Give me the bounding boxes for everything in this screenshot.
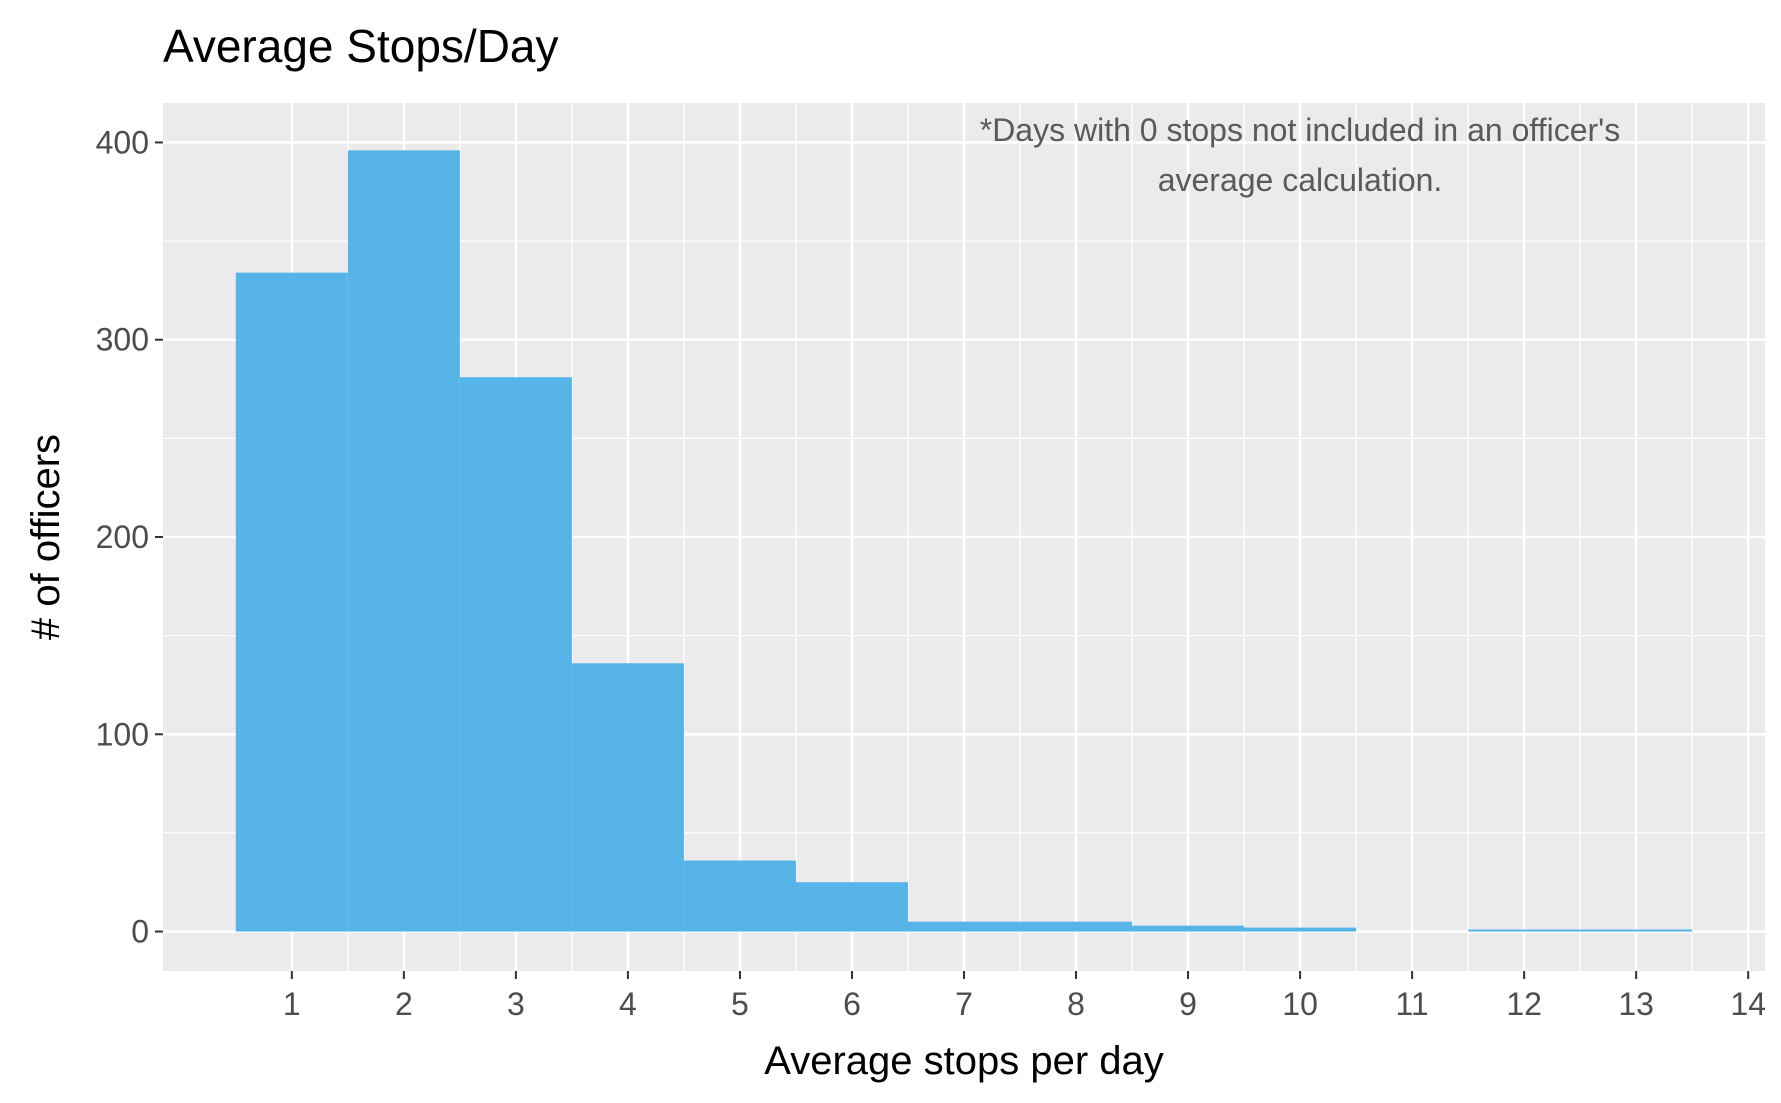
x-axis-title: Average stops per day [764, 1039, 1164, 1083]
histogram-bar [571, 663, 684, 932]
x-tick-label: 4 [619, 986, 637, 1022]
x-tick-label: 10 [1282, 986, 1318, 1022]
x-tick-label: 13 [1618, 986, 1654, 1022]
x-tick-label: 3 [507, 986, 525, 1022]
histogram-bar [1580, 929, 1693, 932]
x-tick-label: 2 [395, 986, 413, 1022]
histogram-bar [1244, 927, 1357, 932]
histogram-bar [795, 882, 908, 932]
x-tick-label: 14 [1730, 986, 1766, 1022]
histogram-bar [907, 921, 1021, 932]
histogram-bar [1020, 921, 1133, 932]
x-tick-label: 8 [1067, 986, 1085, 1022]
x-tick-label: 5 [731, 986, 749, 1022]
histogram-bars [235, 150, 1693, 932]
y-tick-label: 100 [96, 716, 149, 752]
annotation-line-1: *Days with 0 stops not included in an of… [980, 112, 1621, 148]
x-tick-label: 1 [283, 986, 301, 1022]
x-axis: 1 2 3 4 5 6 7 8 9 10 11 12 13 14 [283, 971, 1766, 1022]
y-tick-label: 200 [96, 519, 149, 555]
histogram-bar [1468, 929, 1581, 932]
annotation-line-2: average calculation. [1158, 162, 1443, 198]
histogram-bar [235, 272, 348, 932]
y-tick-label: 400 [96, 124, 149, 160]
x-tick-label: 11 [1396, 986, 1429, 1022]
y-tick-label: 300 [96, 322, 149, 358]
y-tick-label: 0 [131, 914, 149, 950]
x-tick-label: 12 [1506, 986, 1542, 1022]
histogram-bar [683, 860, 796, 932]
histogram-bar [347, 150, 460, 932]
y-axis: 0 100 200 300 400 [96, 124, 163, 950]
x-tick-label: 6 [843, 986, 861, 1022]
histogram-bar [459, 377, 572, 932]
chart-title: Average Stops/Day [163, 20, 559, 72]
y-axis-title: # of officers [24, 434, 68, 640]
x-tick-label: 9 [1179, 986, 1197, 1022]
x-tick-label: 7 [955, 986, 973, 1022]
histogram-bar [1132, 925, 1245, 932]
